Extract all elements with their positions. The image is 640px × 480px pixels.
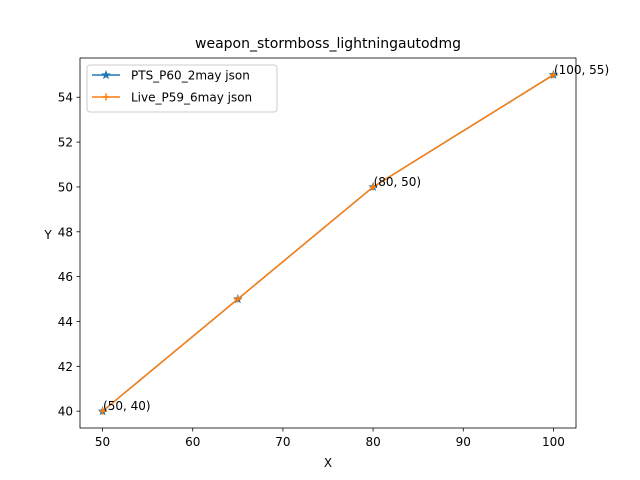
- legend-swatch-marker: [101, 69, 111, 80]
- x-axis-label: X: [324, 456, 332, 470]
- y-tick-label: 42: [58, 360, 73, 374]
- legend-item: Live_P59_6may json: [92, 91, 252, 105]
- legend-swatch-marker: [102, 93, 110, 101]
- legend-item: PTS_P60_2may json: [92, 69, 250, 83]
- point-annotation: (50, 40): [103, 399, 151, 413]
- x-tick-label: 50: [95, 435, 110, 449]
- x-tick-label: 90: [456, 435, 471, 449]
- x-tick-label: 100: [542, 435, 565, 449]
- x-tick-label: 70: [275, 435, 290, 449]
- data-point: [369, 183, 377, 191]
- y-tick-label: 40: [58, 405, 73, 419]
- y-tick-label: 48: [58, 225, 73, 239]
- data-point: [234, 295, 242, 303]
- series-2: [99, 71, 557, 415]
- chart-title: weapon_stormboss_lightningautodmg: [195, 36, 461, 52]
- plot-area: [80, 58, 576, 428]
- legend-label: PTS_P60_2may json: [131, 69, 250, 83]
- x-tick-label: 80: [365, 435, 380, 449]
- point-annotation: (80, 50): [374, 175, 422, 189]
- annotation-layer: (50, 40) (80, 50) (100, 55): [103, 63, 609, 413]
- point-annotation: (100, 55): [554, 63, 609, 77]
- y-tick-label: 44: [58, 315, 73, 329]
- axes-frame: [79, 57, 577, 429]
- legend-label: Live_P59_6may json: [131, 91, 252, 105]
- y-tick-label: 46: [58, 270, 73, 284]
- series-line: [102, 74, 554, 412]
- y-tick-label: 50: [58, 180, 73, 194]
- legend: PTS_P60_2may json Live_P59_6may json: [86, 64, 278, 113]
- legend-box: [86, 64, 278, 113]
- y-tick-label: 52: [58, 136, 73, 150]
- series-layer: [97, 69, 559, 416]
- x-tick-label: 60: [185, 435, 200, 449]
- y-axis: 40 42 44 46 48 50 52 54: [58, 91, 80, 419]
- y-tick-label: 54: [58, 91, 73, 105]
- data-point: [99, 407, 107, 415]
- x-axis: 50 60 70 80 90 100: [95, 428, 565, 449]
- y-axis-label: Y: [43, 228, 52, 242]
- data-point: [549, 71, 557, 79]
